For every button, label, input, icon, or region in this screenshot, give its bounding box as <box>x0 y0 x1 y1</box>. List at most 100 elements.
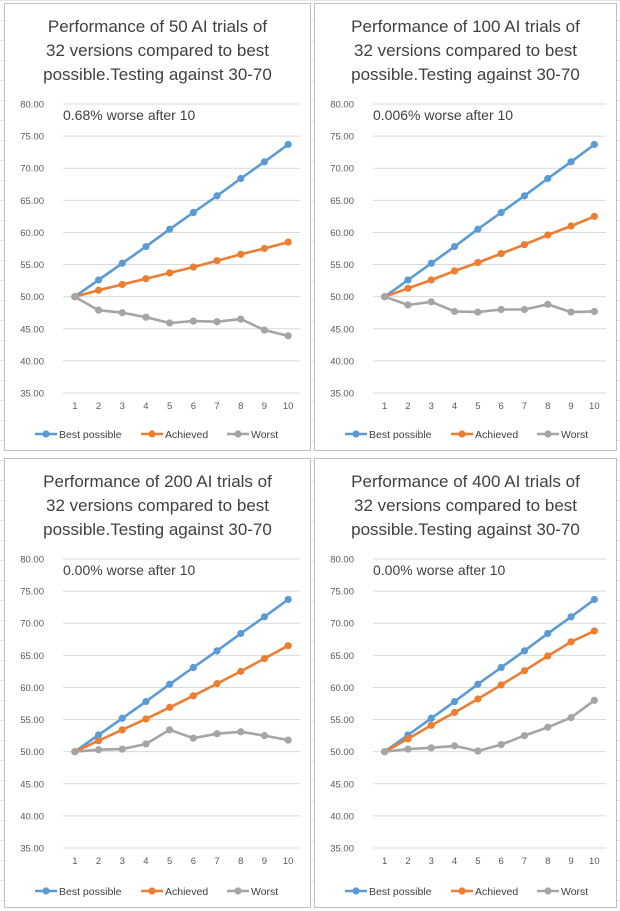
data-point-worst <box>142 313 150 321</box>
data-point-worst <box>189 317 197 325</box>
data-point-best <box>404 276 412 284</box>
data-point-best <box>237 174 245 183</box>
data-point-achieved <box>284 642 292 650</box>
data-point-achieved <box>237 250 245 258</box>
data-point-worst <box>567 714 575 722</box>
data-point-achieved <box>497 681 505 689</box>
x-tick-label: 3 <box>429 401 434 412</box>
data-point-best <box>166 225 174 233</box>
data-point-achieved <box>94 286 103 294</box>
x-tick-label: 3 <box>120 401 125 412</box>
series-line-achieved <box>74 240 289 298</box>
data-point-worst <box>166 726 174 734</box>
chart-100-trials[interactable]: Performance of 100 AI trials of 32 versio… <box>314 3 617 451</box>
data-point-achieved <box>260 244 269 253</box>
data-point-achieved <box>142 715 150 723</box>
chart-title-line: Performance of 400 AI trials of <box>351 472 580 491</box>
y-tick-label: 40.00 <box>330 356 354 367</box>
data-point-best <box>567 158 575 166</box>
data-point-worst <box>567 308 575 316</box>
legend-label: Worst <box>251 886 278 898</box>
y-tick-label: 40.00 <box>20 811 44 822</box>
legend-marker-worst <box>544 430 552 438</box>
y-tick-label: 60.00 <box>330 228 354 239</box>
chart-title-line: possible.Testing against 30-70 <box>351 520 580 539</box>
y-tick-label: 50.00 <box>20 292 44 303</box>
y-tick-label: 45.00 <box>20 779 44 790</box>
chart-title-line: possible.Testing against 30-70 <box>351 65 580 84</box>
legend-marker-worst <box>234 887 242 895</box>
chart-400-trials[interactable]: Performance of 400 AI trials of 32 versio… <box>314 458 617 908</box>
chart-title-line: Performance of 100 AI trials of <box>351 17 580 36</box>
data-point-best <box>94 276 103 284</box>
x-tick-label: 9 <box>568 856 573 867</box>
x-tick-label: 5 <box>475 401 480 412</box>
y-tick-label: 75.00 <box>330 587 354 598</box>
series-line-worst <box>74 295 289 338</box>
y-tick-label: 80.00 <box>330 555 354 566</box>
data-point-best <box>189 208 197 217</box>
chart-title-line: 32 versions compared to best <box>46 41 269 60</box>
y-tick-label: 75.00 <box>330 132 354 143</box>
y-tick-label: 80.00 <box>20 555 44 566</box>
data-point-worst <box>404 745 412 753</box>
x-tick-label: 2 <box>405 856 410 867</box>
data-point-worst <box>213 730 221 738</box>
data-point-worst <box>189 734 197 742</box>
chart-200-trials[interactable]: Performance of 200 AI trials of 32 versio… <box>4 458 311 908</box>
data-point-worst <box>497 305 505 314</box>
data-point-worst <box>497 741 505 749</box>
x-tick-label: 6 <box>499 401 504 412</box>
x-tick-label: 7 <box>214 856 219 867</box>
data-point-achieved <box>590 212 598 220</box>
y-tick-label: 35.00 <box>330 844 354 855</box>
data-point-achieved <box>474 695 482 703</box>
data-point-worst <box>94 746 103 754</box>
x-tick-label: 2 <box>405 401 410 412</box>
chart-title-line: 32 versions compared to best <box>354 496 577 515</box>
series-line-best <box>383 598 596 753</box>
data-point-achieved <box>404 284 412 292</box>
x-tick-label: 7 <box>522 401 527 412</box>
y-tick-label: 65.00 <box>330 196 354 207</box>
data-point-achieved <box>544 652 552 660</box>
x-tick-label: 5 <box>475 856 480 867</box>
data-point-worst <box>118 745 126 753</box>
legend-marker-worst <box>234 430 242 438</box>
data-point-best <box>450 697 459 706</box>
data-point-worst <box>474 747 482 755</box>
y-tick-label: 75.00 <box>20 132 44 143</box>
data-point-achieved <box>450 708 459 717</box>
data-point-best <box>284 595 292 604</box>
y-tick-label: 65.00 <box>20 651 44 662</box>
data-point-worst <box>94 306 103 314</box>
x-tick-label: 4 <box>143 401 148 412</box>
x-tick-label: 1 <box>72 856 77 867</box>
y-tick-label: 70.00 <box>330 164 354 175</box>
data-point-worst <box>166 319 174 327</box>
data-point-best <box>237 629 245 638</box>
x-tick-label: 10 <box>589 856 600 867</box>
x-tick-label: 10 <box>283 401 294 412</box>
x-tick-label: 6 <box>499 856 504 867</box>
y-tick-label: 35.00 <box>20 844 44 855</box>
chart-title-line: possible.Testing against 30-70 <box>43 520 272 539</box>
data-point-best <box>260 613 269 621</box>
data-point-best <box>142 697 150 706</box>
data-point-best <box>497 208 505 217</box>
chart-50-trials[interactable]: Performance of 50 AI trials of 32 version… <box>4 3 311 451</box>
data-point-worst <box>71 748 79 756</box>
x-tick-label: 10 <box>589 401 600 412</box>
legend-marker-worst <box>544 887 552 895</box>
x-tick-label: 8 <box>545 401 550 412</box>
x-tick-label: 10 <box>283 856 294 867</box>
data-point-worst <box>450 307 459 316</box>
data-point-worst <box>213 318 221 326</box>
data-point-achieved <box>520 667 529 675</box>
data-point-worst <box>450 742 459 750</box>
chart-svg: Performance of 50 AI trials of 32 version… <box>20 17 300 441</box>
y-tick-label: 60.00 <box>20 683 44 694</box>
data-point-best <box>94 731 103 739</box>
data-point-achieved <box>260 654 269 663</box>
legend-marker-achieved <box>148 887 156 895</box>
